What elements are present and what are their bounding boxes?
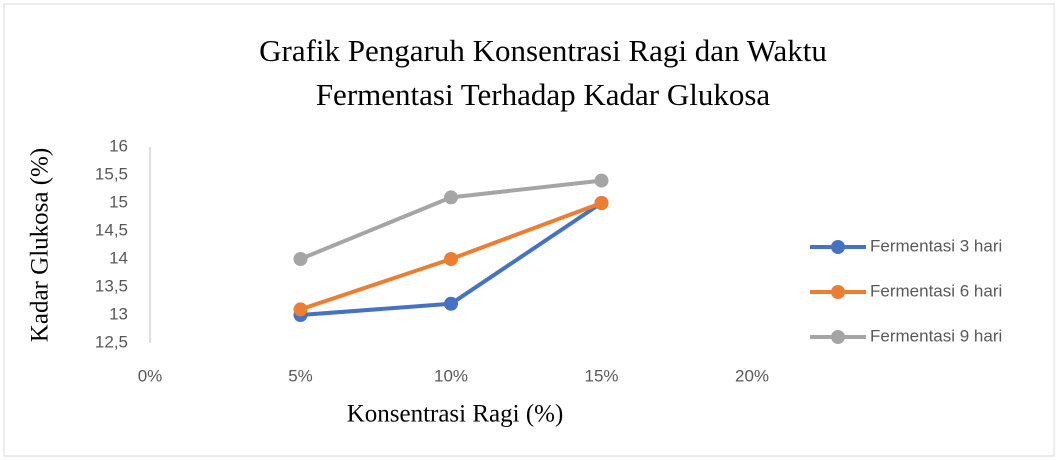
data-point bbox=[594, 173, 609, 188]
y-tick-label: 13 bbox=[109, 304, 128, 323]
y-tick-label: 15 bbox=[109, 192, 128, 211]
y-tick-label: 14,5 bbox=[95, 220, 128, 239]
chart-title: Grafik Pengaruh Konsentrasi Ragi dan Wak… bbox=[259, 33, 827, 68]
x-tick-label: 0% bbox=[138, 366, 163, 385]
legend-label: Fermentasi 9 hari bbox=[870, 326, 1002, 345]
y-axis-label: Kadar Glukosa (%) bbox=[27, 148, 54, 342]
legend-label: Fermentasi 3 hari bbox=[870, 236, 1002, 255]
data-point bbox=[293, 302, 308, 317]
x-tick-label: 10% bbox=[434, 366, 468, 385]
y-tick-label: 12,5 bbox=[95, 332, 128, 351]
y-tick-label: 15,5 bbox=[95, 164, 128, 183]
y-tick-label: 13,5 bbox=[95, 276, 128, 295]
x-axis-label: Konsentrasi Ragi (%) bbox=[347, 401, 564, 428]
chart-title: Fermentasi Terhadap Kadar Glukosa bbox=[316, 77, 771, 112]
data-point bbox=[444, 190, 458, 205]
data-point bbox=[594, 196, 609, 210]
legend-marker bbox=[831, 330, 845, 344]
legend-marker bbox=[831, 240, 845, 254]
x-tick-label: 15% bbox=[584, 366, 618, 385]
x-tick-label: 20% bbox=[735, 366, 769, 385]
y-tick-label: 14 bbox=[109, 248, 128, 267]
data-point bbox=[444, 296, 458, 311]
y-tick-label: 16 bbox=[109, 136, 128, 155]
legend-label: Fermentasi 6 hari bbox=[870, 281, 1002, 300]
x-tick-label: 5% bbox=[288, 366, 313, 385]
legend-marker bbox=[831, 285, 845, 299]
data-point bbox=[293, 252, 308, 266]
data-point bbox=[444, 252, 458, 266]
